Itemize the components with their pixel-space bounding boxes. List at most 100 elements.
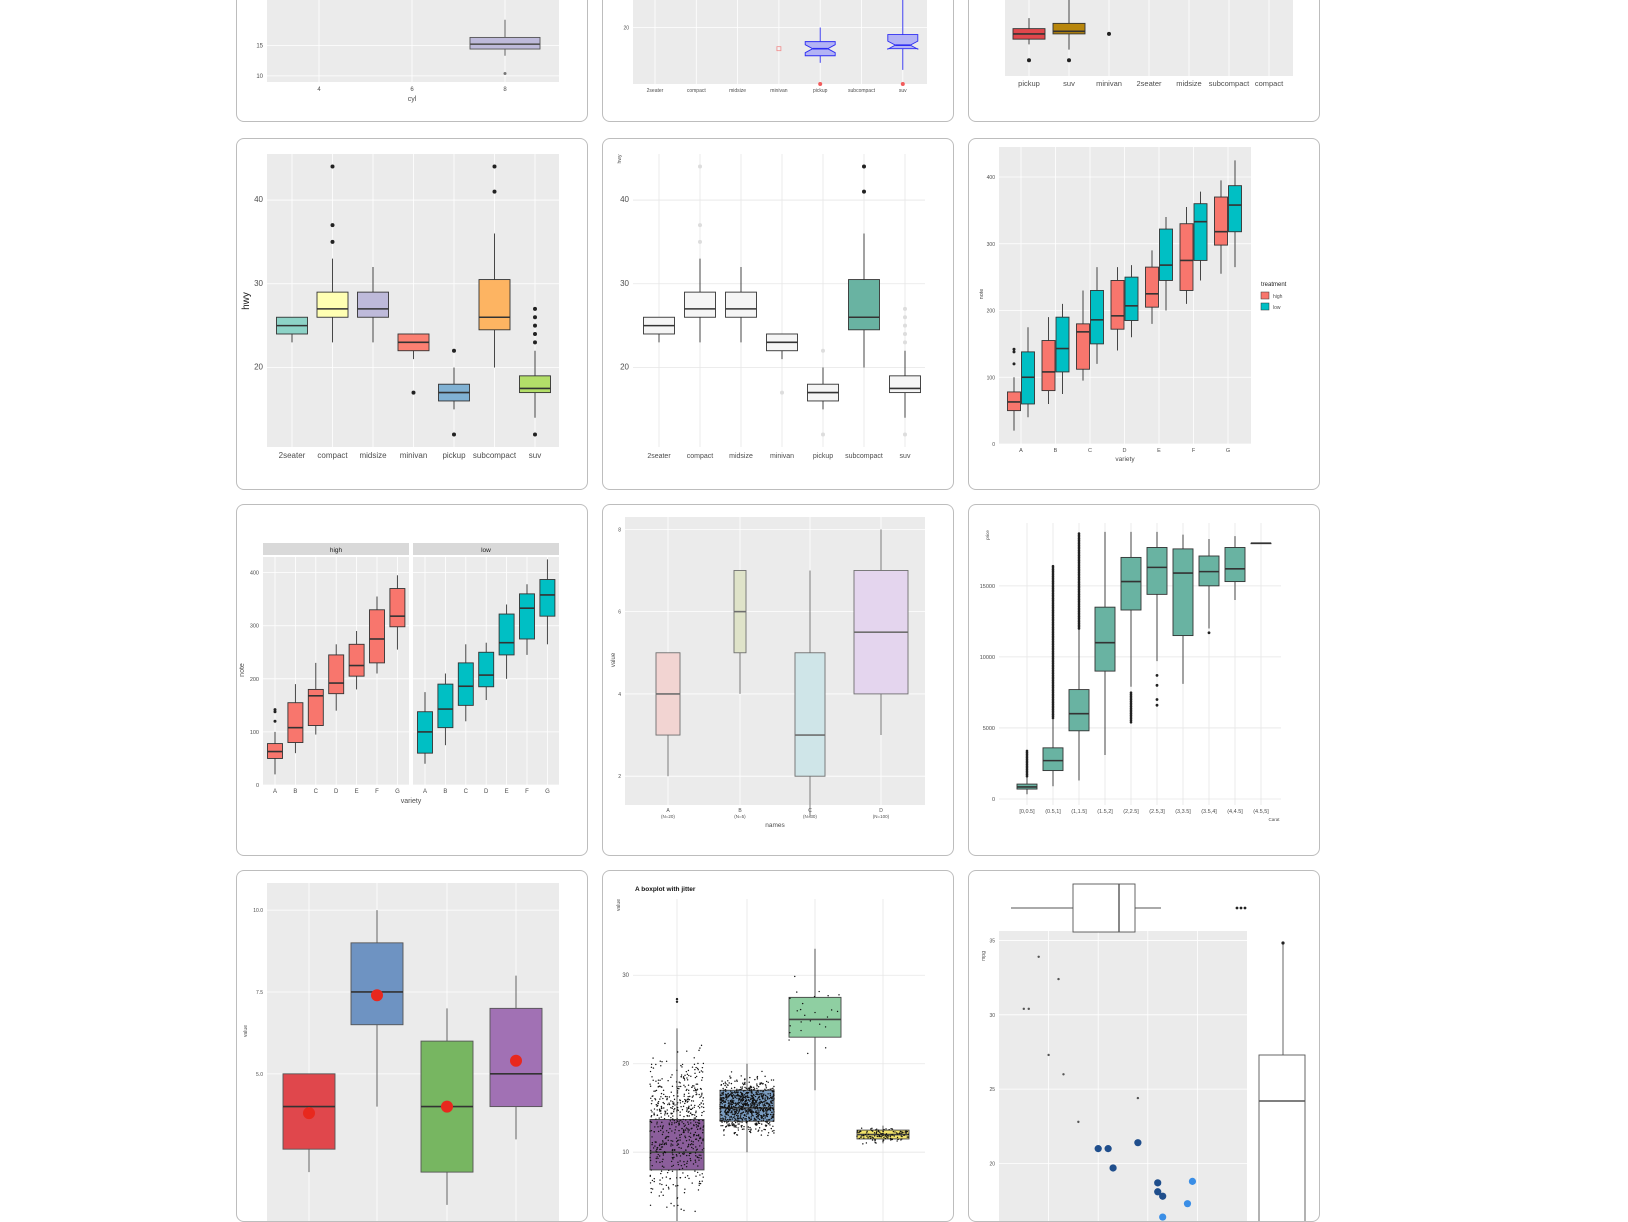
outlier-point [452, 432, 456, 437]
jitter-point [758, 1095, 761, 1098]
box-group [1228, 160, 1242, 268]
y-tick-label: 8 [618, 527, 621, 533]
x-tick-label: (1,1.5] [1071, 809, 1087, 815]
box-group [457, 644, 474, 722]
jitter-point [751, 1109, 753, 1111]
outlier-point [1129, 691, 1133, 695]
box-body [1224, 547, 1246, 583]
jitter-point [773, 1132, 775, 1134]
jitter-point [748, 1087, 750, 1089]
y-tick-label: 10.0 [253, 908, 263, 914]
jitter-point [660, 1146, 663, 1148]
jitter-point [751, 1095, 754, 1097]
jitter-point [740, 1099, 742, 1101]
jitter-point [697, 1140, 700, 1142]
jitter-point [693, 1120, 695, 1122]
x-tick-sublabel: (N=20) [661, 814, 675, 819]
y-tick-label: 40 [254, 195, 263, 204]
jitter-point [772, 1099, 774, 1102]
jitter-point [769, 1109, 772, 1112]
jitter-point [885, 1136, 888, 1138]
jitter-point [678, 1152, 680, 1154]
jitter-point [896, 1136, 899, 1139]
jitter-point [673, 1205, 675, 1207]
jitter-point [656, 1123, 658, 1125]
jitter-point [686, 1073, 689, 1076]
jitter-point [724, 1106, 727, 1109]
jitter-point [740, 1075, 742, 1077]
jitter-point [904, 1131, 906, 1133]
jitter-point [733, 1132, 736, 1135]
outlier-point [903, 340, 907, 345]
jitter-point [736, 1113, 739, 1115]
x-tick-label: suv [899, 88, 907, 94]
jitter-point [768, 1122, 771, 1124]
box-group [276, 316, 308, 343]
mean-point [371, 989, 383, 1002]
jitter-point [738, 1106, 740, 1108]
jitter-point [677, 1087, 679, 1090]
outlier-point [1067, 58, 1071, 63]
outlier-point [273, 710, 277, 714]
jitter-point [733, 1091, 735, 1094]
jitter-point [698, 1122, 701, 1124]
jitter-point [679, 1177, 681, 1179]
box-group [316, 164, 349, 343]
jitter-point [671, 1152, 674, 1154]
jitter-point [683, 1115, 685, 1118]
jitter-point [766, 1120, 768, 1123]
jitter-point [651, 1142, 654, 1144]
jitter-point [732, 1109, 734, 1111]
x-tick-label: A [666, 808, 670, 814]
box-group [369, 596, 385, 674]
jitter-point [738, 1101, 740, 1103]
jitter-point [742, 1111, 745, 1114]
jitter-point [686, 1115, 689, 1117]
outlier-point [1155, 703, 1159, 707]
jitter-point [699, 1182, 702, 1185]
jitter-point [695, 1138, 698, 1140]
plot-panel [633, 0, 927, 84]
jitter-point [748, 1096, 750, 1099]
jitter-point [862, 1143, 864, 1145]
jitter-point [725, 1113, 728, 1115]
jitter-point [747, 1126, 750, 1128]
jitter-point [744, 1109, 747, 1111]
jitter-point [672, 1101, 674, 1103]
jitter-point [734, 1102, 736, 1104]
jitter-point [661, 1183, 663, 1186]
box-body [1052, 22, 1086, 35]
jitter-point [753, 1088, 755, 1091]
jitter-point [739, 1117, 741, 1119]
chart-card-2: 20 2seater compact midsize minivan pickup subc… [602, 0, 954, 122]
x-tick-sublabel: (N=100) [873, 814, 890, 819]
outlier-point [273, 719, 277, 723]
jitter-point [757, 1120, 760, 1123]
jitter-point [731, 1107, 733, 1110]
jitter-point [824, 1026, 827, 1028]
jitter-point [680, 1106, 682, 1108]
jitter-point [757, 1116, 759, 1118]
x-tick-label: (2.5,3] [1149, 809, 1165, 815]
jitter-point [679, 1111, 681, 1113]
box-group [350, 910, 404, 1107]
jitter-point [756, 1112, 759, 1115]
y-tick-label: 10 [256, 74, 263, 80]
jitter-point [741, 1128, 744, 1131]
outlier-point [492, 189, 497, 194]
jitter-point [687, 1089, 690, 1092]
jitter-point [656, 1121, 658, 1123]
y-tick-label: 400 [987, 175, 996, 181]
scatter-point [1154, 1179, 1162, 1187]
jitter-point [667, 1080, 669, 1082]
jitter-point [830, 1009, 833, 1011]
jitter-point [690, 1140, 693, 1142]
jitter-point [670, 1106, 672, 1109]
y-tick-label: 15 [256, 43, 263, 49]
jitter-point [719, 1105, 721, 1108]
jitter-point [866, 1132, 868, 1134]
jitter-point [676, 1197, 678, 1200]
jitter-point [666, 1206, 668, 1208]
jitter-point [741, 1088, 743, 1090]
jitter-point [756, 1106, 759, 1108]
